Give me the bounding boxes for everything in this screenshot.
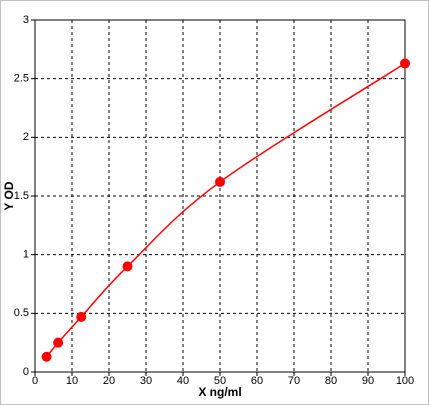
x-tick-label: 70 (288, 375, 300, 387)
x-tick-label: 60 (251, 375, 263, 387)
data-point (41, 351, 52, 362)
x-tick-label: 10 (66, 375, 78, 387)
x-axis-title: X ng/ml (198, 385, 241, 399)
y-tick-label: 0 (23, 366, 29, 378)
data-point (76, 311, 87, 322)
plot-border (34, 19, 406, 373)
x-tick-label: 20 (103, 375, 115, 387)
x-tick-label: 40 (177, 375, 189, 387)
y-tick-label: 0.5 (14, 307, 29, 319)
y-tick-label: 1 (23, 249, 29, 261)
data-point (215, 176, 225, 187)
x-tick-label: 0 (32, 375, 38, 387)
x-tick-label: 80 (325, 375, 337, 387)
data-point (53, 337, 64, 348)
x-tick-label: 50 (214, 375, 226, 387)
y-tick-label: 2.5 (14, 73, 29, 85)
x-tick-label: 100 (396, 375, 414, 387)
data-point (400, 58, 410, 69)
y-axis-title: Y OD (2, 181, 16, 210)
y-tick-label: 2 (23, 131, 29, 143)
data-point (122, 261, 133, 272)
x-tick-label: 30 (140, 375, 152, 387)
y-tick-label: 3 (23, 14, 29, 26)
x-tick-label: 90 (362, 375, 374, 387)
y-tick-label: 1.5 (14, 190, 29, 202)
